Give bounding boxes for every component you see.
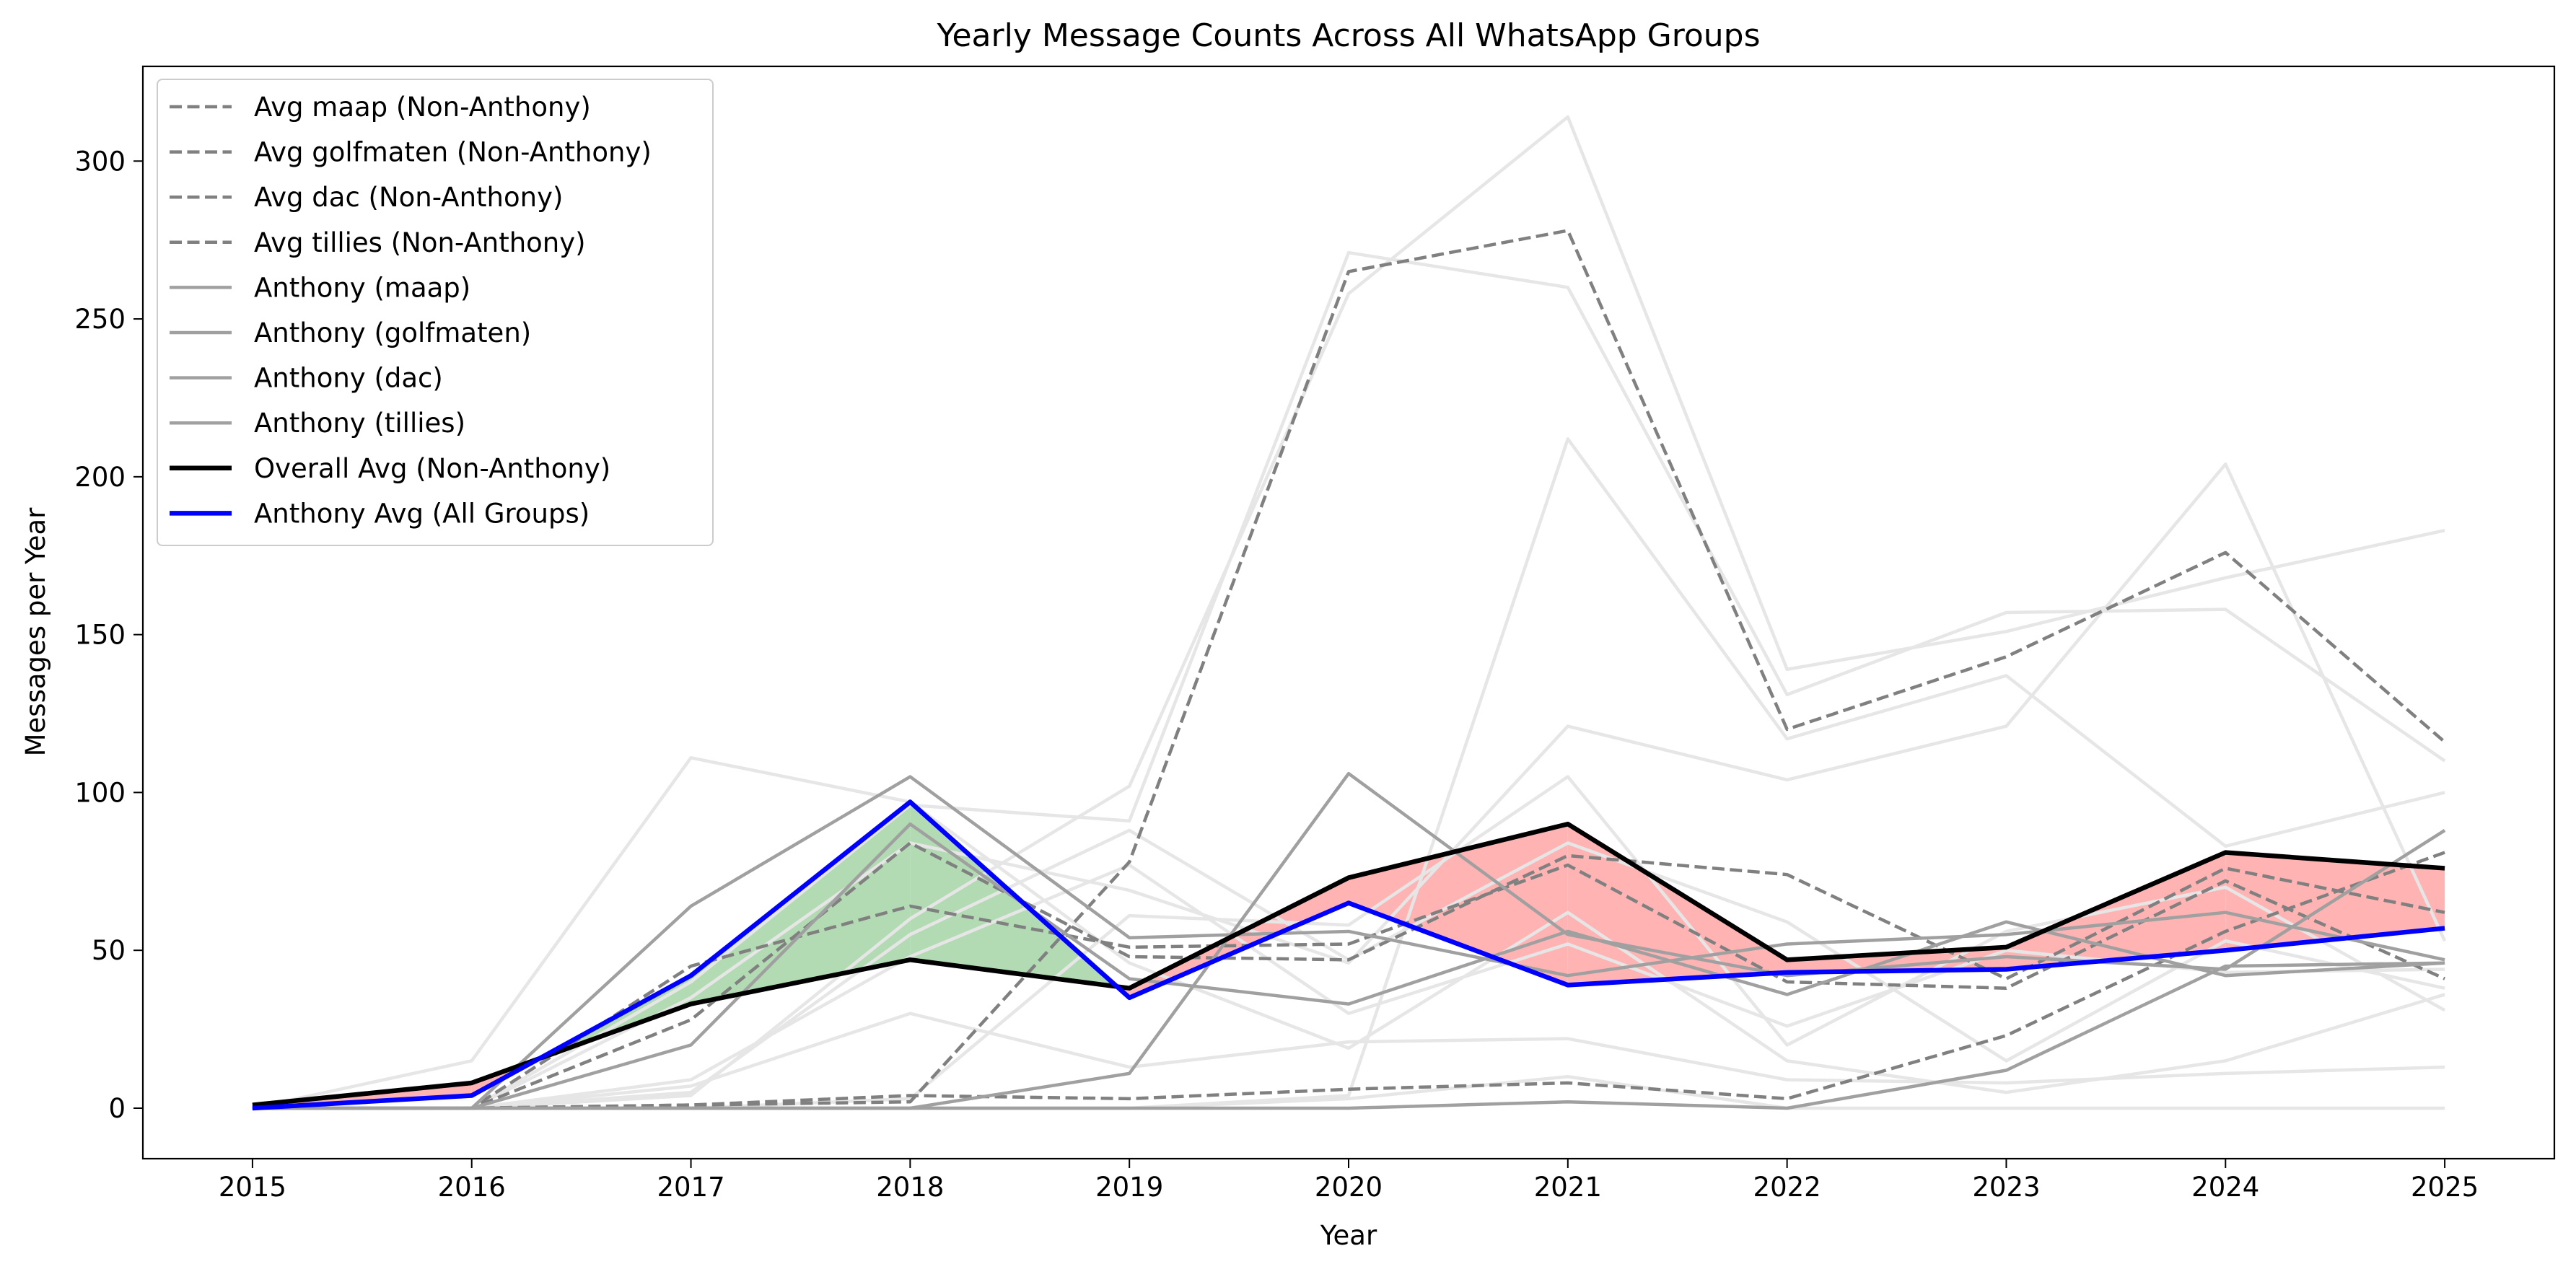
series-line	[252, 775, 2445, 1110]
member-series-line	[252, 756, 2445, 1110]
x-tick-label: 2018	[876, 1172, 944, 1203]
legend-box	[157, 79, 714, 546]
axes: 2015 2016 2017 2018 2019 2020 2021 2022 2023 2024…	[74, 65, 2556, 1203]
y-tick-label: 50	[92, 935, 126, 966]
member-series-line	[252, 462, 2447, 1110]
x-tick-label: 2024	[2191, 1172, 2259, 1203]
x-tick-label: 2019	[1095, 1172, 1163, 1203]
series-line	[252, 851, 2445, 1110]
member-series-line	[252, 828, 2445, 1110]
legend: Avg maap (Non-Anthony) Avg golfmaten (Non…	[157, 79, 714, 546]
legend-label: Avg golfmaten (Non-Anthony)	[254, 137, 652, 168]
legend-label: Anthony (maap)	[254, 272, 470, 303]
x-tick-label: 2023	[1972, 1172, 2040, 1203]
member-series-line	[252, 250, 2446, 1110]
x-tick-label: 2021	[1534, 1172, 1602, 1203]
y-axis-label: Messages per Year	[20, 507, 51, 757]
member-series-line	[252, 1011, 2445, 1110]
x-tick-label: 2016	[438, 1172, 506, 1203]
y-tick-label: 0	[108, 1093, 126, 1124]
series-line	[252, 961, 2445, 1110]
y-tick-label: 100	[74, 777, 126, 808]
legend-label: Avg dac (Non-Anthony)	[254, 182, 563, 213]
y-tick-label: 200	[74, 462, 126, 493]
legend-label: Avg tillies (Non-Anthony)	[254, 227, 586, 258]
legend-label: Anthony (dac)	[254, 363, 443, 394]
x-axis-label: Year	[1320, 1220, 1377, 1251]
plot-area	[252, 115, 2447, 1111]
legend-label: Overall Avg (Non-Anthony)	[254, 453, 610, 484]
member-series-line	[252, 863, 2445, 1110]
legend-label: Avg maap (Non-Anthony)	[254, 92, 591, 123]
x-tick-label: 2020	[1315, 1172, 1383, 1203]
series-line	[252, 821, 2445, 1107]
x-tick-label: 2022	[1753, 1172, 1821, 1203]
y-tick-label: 300	[74, 146, 126, 177]
difference-fill	[691, 802, 911, 1004]
x-tick-label: 2017	[657, 1172, 724, 1203]
series-line	[252, 822, 2445, 1110]
member-series-line	[252, 115, 2445, 1110]
x-tick-label: 2025	[2411, 1172, 2479, 1203]
x-tick-label: 2015	[219, 1172, 286, 1203]
series-line	[252, 799, 2445, 1111]
legend-label: Anthony Avg (All Groups)	[254, 498, 590, 529]
legend-label: Anthony (tillies)	[254, 408, 465, 439]
chart-title: Yearly Message Counts Across All WhatsAp…	[936, 17, 1760, 54]
y-tick-label: 150	[74, 620, 126, 651]
legend-label: Anthony (golfmaten)	[254, 317, 531, 348]
y-tick-label: 250	[74, 304, 126, 335]
series-line	[252, 841, 2445, 1110]
